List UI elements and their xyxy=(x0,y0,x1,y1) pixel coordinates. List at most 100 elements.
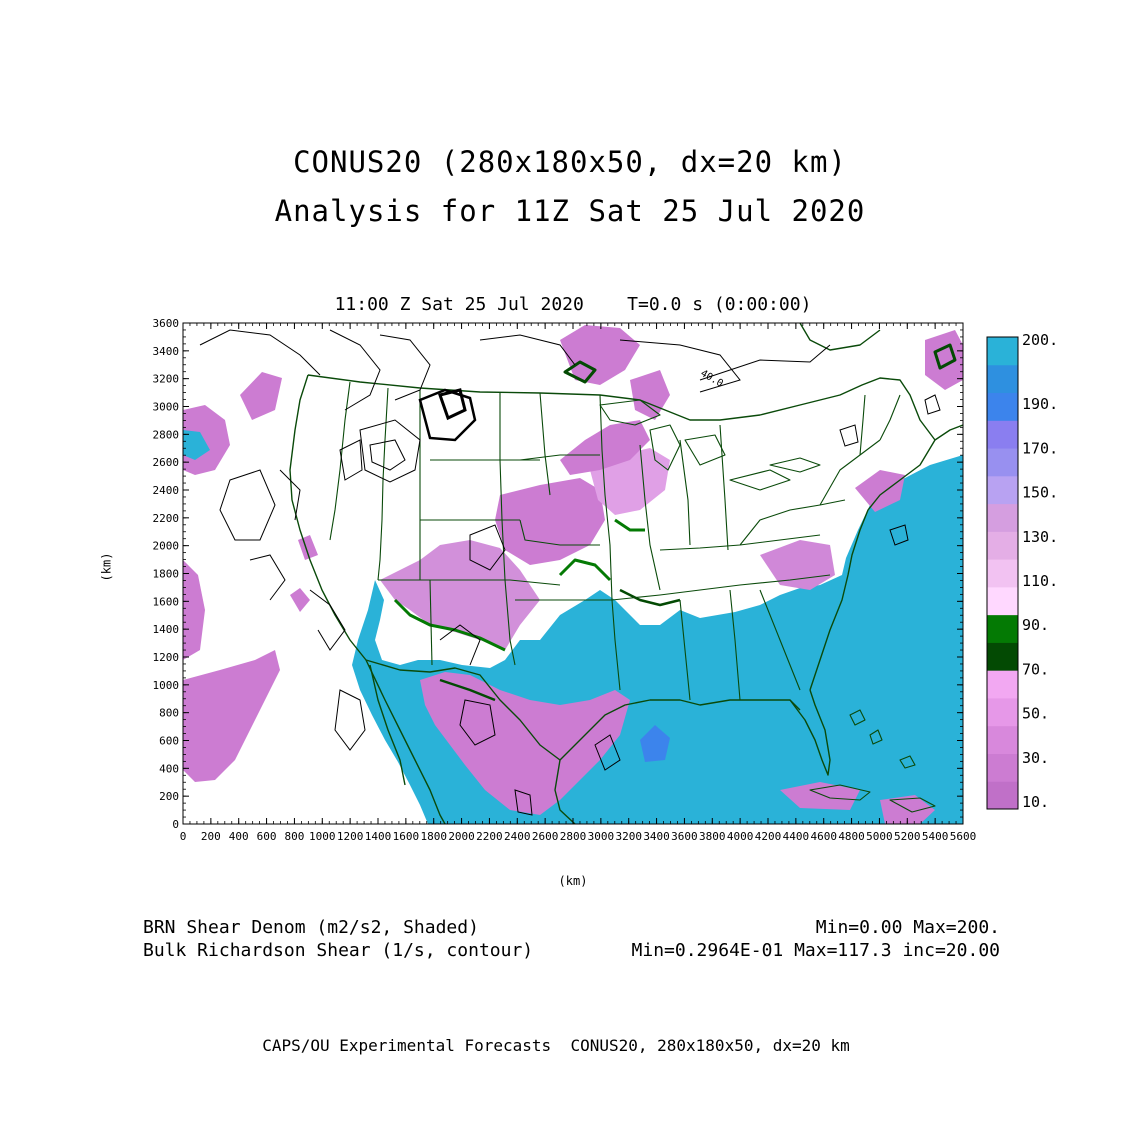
colorbar-label: 70. xyxy=(1022,660,1049,678)
mexico-pacific-coast xyxy=(365,659,446,824)
y-tick-label: 200 xyxy=(159,790,179,803)
state-lines xyxy=(329,381,901,701)
hudson-bay-shore xyxy=(799,323,881,351)
shear-patch-texas xyxy=(420,672,630,815)
colorbar-label: 170. xyxy=(1022,439,1058,457)
y-tick-label: 600 xyxy=(159,735,179,748)
colorbar-swatch xyxy=(987,725,1018,754)
mexico-gulf-coast xyxy=(554,759,576,824)
colorbar-swatch xyxy=(987,753,1018,782)
colorbar-swatch xyxy=(987,475,1018,505)
y-tick-label: 1600 xyxy=(153,595,180,608)
colorbar-swatch xyxy=(987,614,1018,643)
x-axis: 0 200 400 600 800 1000 1200 1400 1600 1800 2000 220… xyxy=(180,323,977,843)
colorbar-swatch xyxy=(987,392,1018,421)
shear-patch-quebec xyxy=(925,330,963,390)
y-tick-label: 3600 xyxy=(153,317,180,330)
contour-field-description: Bulk Richardson Shear (1/s, contour) xyxy=(143,940,534,961)
x-tick-label: 5400 xyxy=(922,830,949,843)
x-tick-label: 2000 xyxy=(448,830,475,843)
y-tick-label: 2400 xyxy=(153,484,180,497)
shear-patch-midatlantic xyxy=(760,540,835,590)
shear-patch-pacific-small-1 xyxy=(240,372,282,420)
x-tick-label: 4000 xyxy=(727,830,754,843)
x-tick-label: 5200 xyxy=(894,830,921,843)
baja-california xyxy=(369,664,406,786)
y-tick-label: 3200 xyxy=(153,373,180,386)
x-tick-label: 2200 xyxy=(476,830,503,843)
x-tick-label: 400 xyxy=(229,830,249,843)
x-tick-label: 600 xyxy=(257,830,277,843)
y-tick-label: 1800 xyxy=(153,568,180,581)
florida xyxy=(789,689,831,776)
y-axis-label: (km) xyxy=(99,552,114,582)
contour-field-min-max: Min=0.2964E-01 Max=117.3 inc=20.00 xyxy=(631,940,1000,961)
y-tick-label: 2000 xyxy=(153,540,180,553)
y-tick-label: 1200 xyxy=(153,651,180,664)
colorbar-label: 110. xyxy=(1022,572,1058,590)
colorbar-label: 10. xyxy=(1022,793,1049,811)
y-tick-label: 1400 xyxy=(153,623,180,636)
colorbar-swatch xyxy=(987,642,1018,671)
x-tick-label: 1000 xyxy=(309,830,336,843)
ocean-blue-patch xyxy=(640,725,670,762)
shear-patch-florida-straits xyxy=(780,782,860,810)
y-tick-label: 2200 xyxy=(153,512,180,525)
colorbar: 10. 30. 50. 70. 90. 110. 130. 150. 170. 190. 200. xyxy=(986,331,1058,811)
colorbar-label: 90. xyxy=(1022,616,1049,634)
atlantic-coast xyxy=(809,439,936,691)
us-west-coast xyxy=(289,374,367,661)
shaded-field-description: BRN Shear Denom (m2/s2, Shaded) xyxy=(143,917,479,938)
y-tick-label: 2800 xyxy=(153,428,180,441)
us-canada-border xyxy=(307,374,936,441)
shear-patch-west-small xyxy=(298,535,318,560)
shear-patch-pacific-blue xyxy=(183,430,210,460)
canada-east-coast xyxy=(934,424,963,441)
x-tick-label: 1800 xyxy=(420,830,447,843)
colorbar-swatch xyxy=(987,670,1018,699)
y-tick-label: 400 xyxy=(159,762,179,775)
colorbar-label: 150. xyxy=(1022,484,1058,502)
x-tick-label: 3600 xyxy=(671,830,698,843)
shear-patch-pacific-small-2 xyxy=(290,588,310,612)
x-tick-label: 2400 xyxy=(504,830,531,843)
colorbar-swatch xyxy=(987,503,1018,532)
colorbar-swatch xyxy=(987,420,1018,449)
colorbar-swatch xyxy=(987,364,1018,394)
shear-patch-northeast xyxy=(855,470,905,512)
x-tick-label: 200 xyxy=(201,830,221,843)
colorbar-swatch xyxy=(987,697,1018,727)
y-tick-label: 800 xyxy=(159,707,179,720)
shear-contours xyxy=(199,329,941,816)
y-tick-label: 3400 xyxy=(153,345,180,358)
shear-patch-pacific-southwest xyxy=(183,650,280,782)
shear-patch-pacific-west xyxy=(183,560,205,660)
x-tick-label: 2800 xyxy=(560,830,587,843)
x-tick-label: 4400 xyxy=(783,830,810,843)
colorbar-swatch xyxy=(987,559,1018,588)
x-axis-label: (km) xyxy=(558,874,588,888)
x-tick-label: 3800 xyxy=(699,830,726,843)
title-line-2: Analysis for 11Z Sat 25 Jul 2020 xyxy=(274,194,866,228)
colorbar-swatch xyxy=(987,531,1018,560)
colorbar-swatch xyxy=(987,337,1018,366)
green-bands xyxy=(393,343,957,702)
shaded-field-min-max: Min=0.00 Max=200. xyxy=(815,917,1000,938)
x-tick-label: 3400 xyxy=(643,830,670,843)
gulf-coast xyxy=(559,699,801,761)
colorbar-swatch xyxy=(987,448,1018,477)
x-tick-label: 3200 xyxy=(615,830,642,843)
x-tick-label: 0 xyxy=(180,830,187,843)
valid-time-subtitle: 11:00 Z Sat 25 Jul 2020 T=0.0 s (0:00:00… xyxy=(334,294,812,315)
x-tick-label: 3000 xyxy=(588,830,615,843)
x-tick-label: 4800 xyxy=(838,830,865,843)
y-tick-label: 2600 xyxy=(153,456,180,469)
x-tick-label: 5600 xyxy=(950,830,977,843)
x-tick-label: 800 xyxy=(284,830,304,843)
y-tick-label: 3000 xyxy=(153,401,180,414)
x-tick-label: 1400 xyxy=(365,830,392,843)
colorbar-label: 130. xyxy=(1022,528,1058,546)
y-tick-label: 0 xyxy=(172,818,179,831)
x-tick-label: 2600 xyxy=(532,830,559,843)
title-line-1: CONUS20 (280x180x50, dx=20 km) xyxy=(293,145,847,179)
